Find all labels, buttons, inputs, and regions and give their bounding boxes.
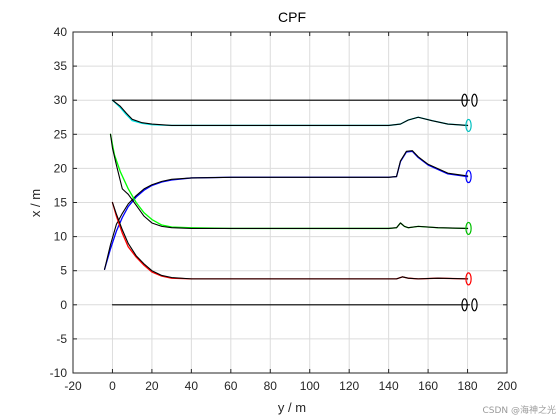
trajectory-line-9	[111, 201, 469, 280]
end-marker-1	[461, 93, 468, 107]
x-tick-label: 180	[458, 379, 478, 393]
x-tick-label: 200	[497, 379, 517, 393]
end-marker-6	[465, 272, 472, 286]
y-tick-label: 35	[54, 59, 68, 73]
y-tick-label: 5	[60, 264, 67, 278]
trajectory-line-5	[104, 150, 469, 270]
end-markers	[461, 93, 478, 312]
x-tick-label: 160	[418, 379, 438, 393]
trajectory-line-3	[111, 99, 469, 126]
x-tick-labels: -20 0 20 40 60 80 100 120 140 160 180 200	[64, 379, 517, 393]
y-tick-label: -10	[50, 366, 68, 380]
x-tick-label: 20	[145, 379, 159, 393]
y-tick-label: 40	[54, 25, 68, 39]
trajectory-line-7	[109, 133, 469, 229]
end-marker-7	[461, 298, 468, 312]
x-tick-label: -20	[64, 379, 82, 393]
y-tick-label: 15	[54, 196, 68, 210]
y-axis-title: x / m	[28, 189, 43, 217]
x-tick-label: 60	[224, 379, 238, 393]
end-marker-3	[465, 118, 472, 133]
y-tick-label: -5	[56, 332, 67, 346]
end-marker-4	[465, 169, 472, 184]
x-tick-label: 0	[109, 379, 116, 393]
y-tick-label: 25	[54, 127, 68, 141]
y-tick-label: 30	[54, 93, 68, 107]
end-marker-2	[471, 93, 478, 107]
x-axis-title: y / m	[278, 400, 306, 415]
end-marker-5	[465, 221, 472, 236]
watermark: CSDN @海神之光	[482, 404, 556, 416]
y-tick-labels: -10 -5 0 5 10 15 20 25 30 35 40	[50, 25, 68, 380]
y-tick-label: 10	[54, 230, 68, 244]
plot-series	[103, 99, 471, 306]
x-tick-label: 80	[264, 379, 278, 393]
x-tick-label: 100	[300, 379, 320, 393]
x-tick-label: 140	[379, 379, 399, 393]
chart-title: CPF	[278, 9, 306, 25]
y-tick-label: 0	[60, 298, 67, 312]
x-tick-label: 120	[339, 379, 359, 393]
y-tick-label: 20	[54, 161, 68, 175]
end-marker-8	[471, 298, 478, 312]
plot-frame	[72, 31, 508, 374]
x-tick-label: 40	[185, 379, 199, 393]
